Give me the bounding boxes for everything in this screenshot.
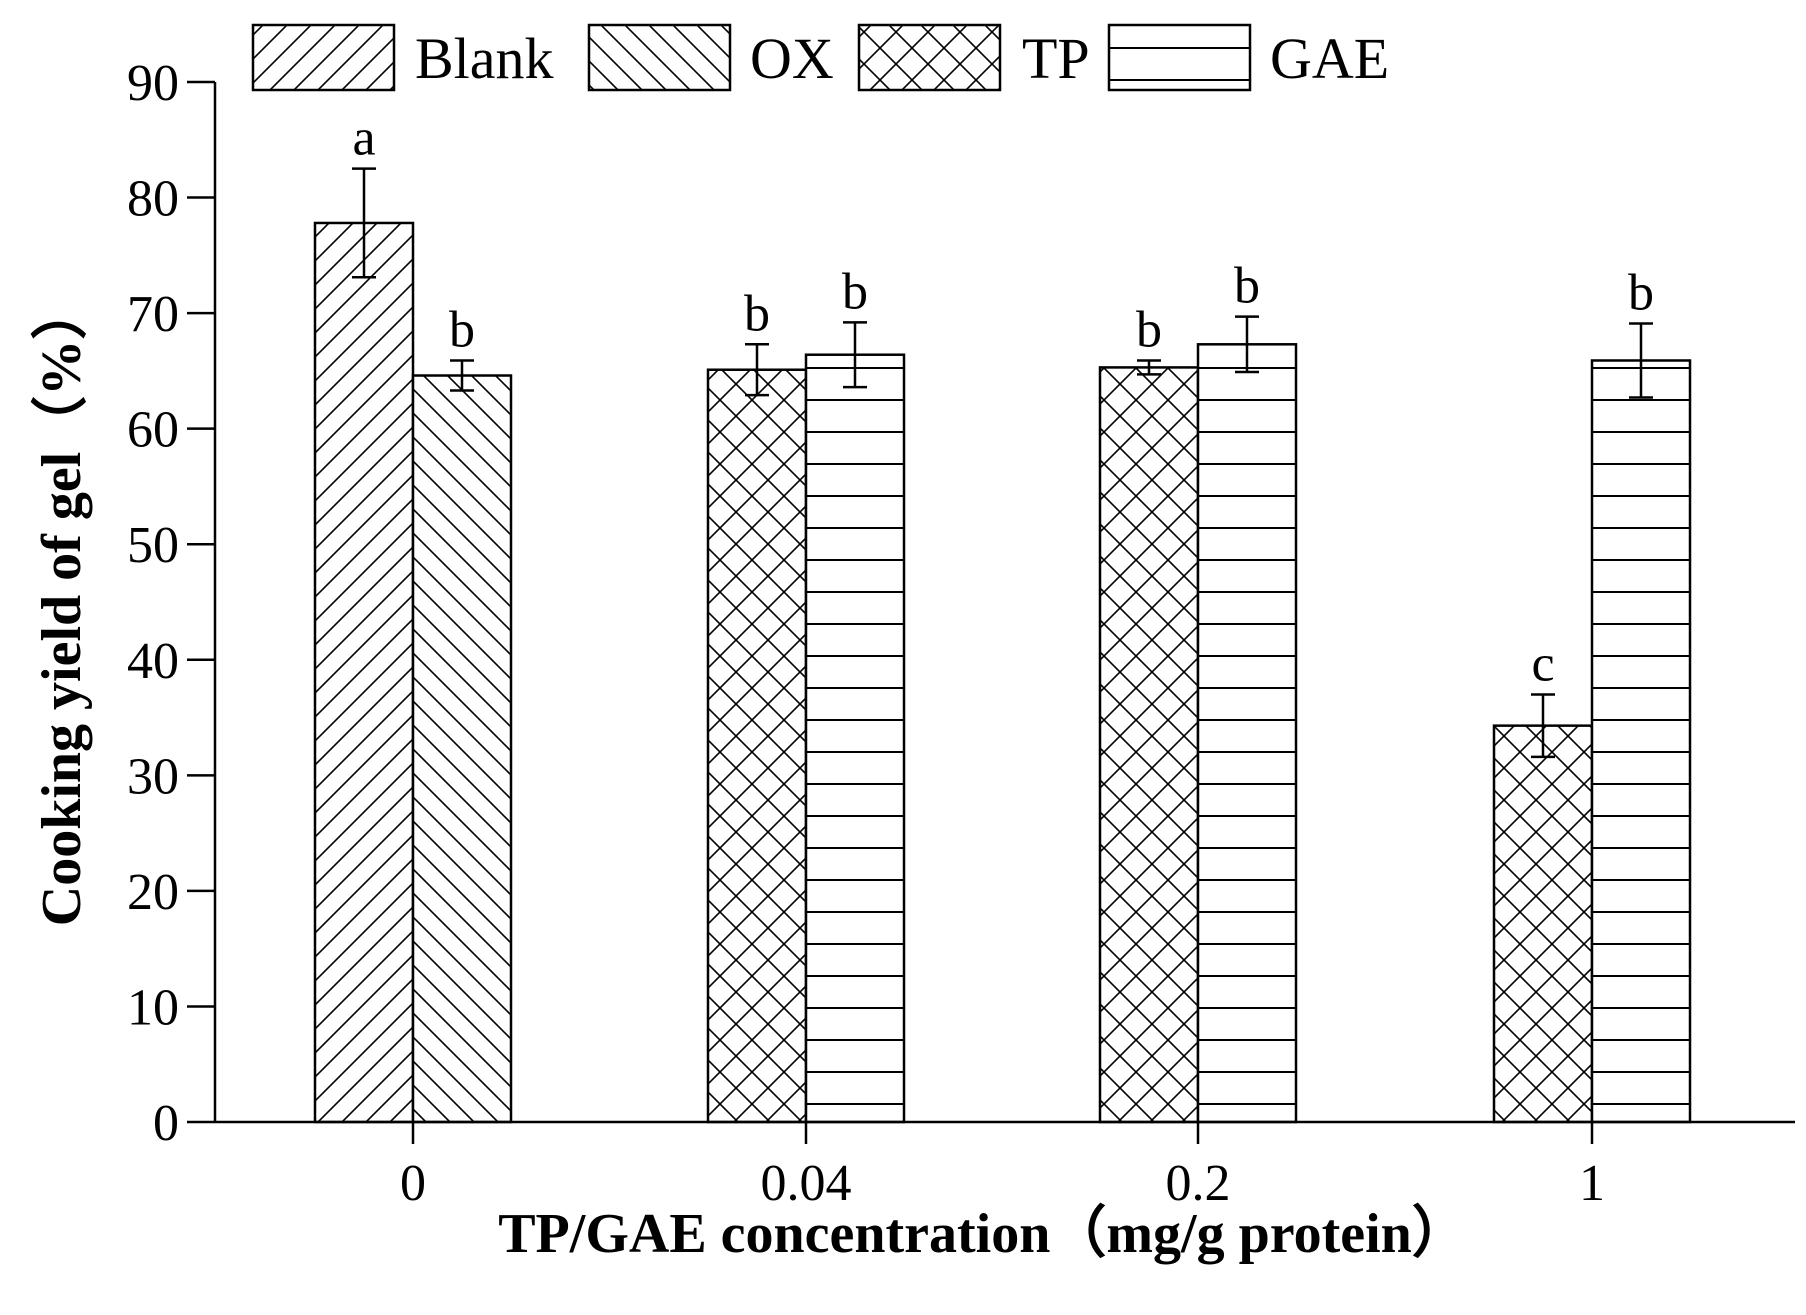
legend-swatch-tp: [857, 23, 1002, 92]
legend-swatch-ox: [587, 23, 732, 92]
bar-blank-0: [315, 222, 413, 1122]
bar-gae-0.2: [1198, 344, 1296, 1122]
y-tick-label: 20: [127, 864, 179, 921]
x-axis-ticks: 0 0.04 0.2 1: [400, 1122, 1605, 1212]
x-axis-title: TP/GAE concentration（mg/g protein）: [498, 1202, 1468, 1265]
y-tick-label: 90: [127, 55, 179, 112]
bar-tp-0.2: [1100, 367, 1198, 1122]
y-axis-title: Cooking yield of gel（%）: [30, 284, 93, 926]
legend: Blank OX TP GAE: [251, 23, 1389, 92]
x-tick-label: 1: [1579, 1155, 1605, 1212]
bar-ox-0: [413, 375, 511, 1122]
plot-area: a b b b b b c b: [313, 110, 1692, 1124]
bar-tp-0.04: [708, 369, 806, 1122]
legend-label-ox: OX: [750, 26, 834, 91]
significance-letter: b: [1628, 265, 1654, 322]
bar-tp-1: [1494, 725, 1592, 1122]
bar-gae-1: [1592, 360, 1690, 1122]
significance-letter: b: [842, 263, 868, 320]
y-tick-label: 60: [127, 402, 179, 459]
x-tick-label: 0: [400, 1155, 426, 1212]
bar-gae-0.04: [806, 354, 904, 1122]
legend-label-tp: TP: [1022, 26, 1090, 91]
y-tick-label: 10: [127, 979, 179, 1036]
legend-label-gae: GAE: [1270, 26, 1389, 91]
legend-swatch-gae: [1107, 23, 1252, 92]
significance-letter: b: [1136, 301, 1162, 358]
x-tick-label: 0.2: [1166, 1155, 1231, 1212]
y-tick-label: 40: [127, 633, 179, 690]
error-bars: [352, 167, 1653, 759]
significance-letter: c: [1531, 635, 1554, 692]
legend-label-blank: Blank: [415, 26, 554, 91]
legend-swatch-blank: [251, 23, 396, 92]
axes: [213, 82, 1795, 1124]
y-tick-label: 80: [127, 171, 179, 228]
significance-letter: b: [449, 301, 475, 358]
significance-letters: a b b b b b c b: [352, 110, 1654, 693]
significance-letter: b: [1234, 258, 1260, 315]
y-tick-label: 70: [127, 286, 179, 343]
y-tick-label: 0: [153, 1095, 179, 1152]
significance-letter: b: [744, 285, 770, 342]
bars: [313, 221, 1692, 1124]
y-axis-ticks: 0 10 20 30 40 50 60 70 80 90: [127, 55, 215, 1152]
x-tick-label: 0.04: [761, 1155, 852, 1212]
significance-letter: a: [352, 110, 375, 167]
y-tick-label: 50: [127, 517, 179, 574]
y-tick-label: 30: [127, 748, 179, 805]
